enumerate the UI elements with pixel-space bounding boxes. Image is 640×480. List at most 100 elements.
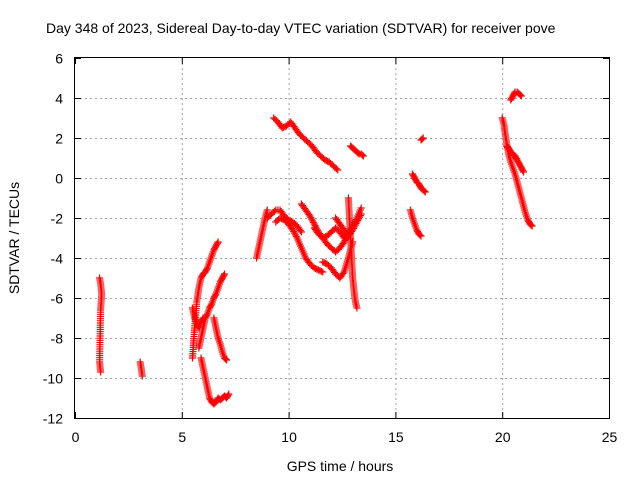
data-track	[272, 214, 327, 276]
data-track	[197, 354, 233, 408]
data-point	[353, 304, 361, 312]
data-point	[520, 168, 528, 176]
data-point	[270, 207, 278, 215]
data-point	[220, 271, 228, 279]
data-point	[357, 210, 365, 218]
data-track	[210, 314, 231, 364]
data-point	[289, 226, 297, 234]
data-point	[203, 265, 211, 273]
y-tick-label: -6	[51, 291, 64, 307]
data-point	[420, 187, 428, 195]
data-point	[221, 270, 229, 278]
y-tick-label: -10	[43, 371, 63, 387]
data-point	[352, 220, 360, 228]
data-point	[97, 368, 105, 376]
data-point	[350, 223, 358, 231]
data-point	[290, 228, 298, 236]
data-point	[332, 165, 340, 173]
y-axis-ticks: -12 -10 -8 -6 -4 -2 0 2 4 6	[43, 51, 609, 427]
data-track	[406, 206, 425, 240]
data-track	[408, 170, 429, 196]
y-tick-label: -2	[51, 211, 64, 227]
data-point	[222, 355, 230, 363]
data-point	[354, 216, 362, 224]
data-track	[96, 274, 106, 376]
x-tick-label: 10	[281, 429, 297, 445]
data-point	[306, 212, 314, 220]
data-point	[353, 218, 361, 226]
y-tick-label: 0	[55, 171, 63, 187]
data-track	[500, 124, 536, 230]
grid	[75, 58, 609, 418]
x-tick-label: 20	[495, 429, 511, 445]
data-point	[356, 212, 364, 220]
data-point	[263, 206, 271, 214]
data-point	[517, 92, 525, 100]
data-point	[421, 188, 429, 196]
y-tick-label: 6	[55, 51, 63, 67]
x-tick-label: 15	[388, 429, 404, 445]
x-tick-label: 25	[602, 429, 618, 445]
data-point	[296, 227, 304, 234]
data-point	[319, 268, 327, 276]
y-tick-label: -4	[51, 251, 64, 267]
x-tick-label: 5	[178, 429, 186, 445]
data-point	[214, 238, 222, 246]
y-axis-label: SDTVAR / TECUs	[6, 182, 22, 294]
data-points	[96, 88, 536, 408]
data-point	[351, 221, 359, 229]
data-point	[292, 232, 300, 240]
data-point	[203, 311, 211, 319]
data-track	[344, 194, 361, 312]
data-point	[317, 267, 325, 275]
data-track	[270, 114, 342, 174]
data-point	[334, 166, 342, 174]
data-point	[528, 222, 536, 230]
data-point	[358, 151, 366, 159]
data-point	[416, 231, 424, 239]
plot-frame	[74, 57, 610, 419]
data-point	[291, 229, 299, 237]
data-point	[418, 135, 426, 143]
data-point	[309, 218, 317, 226]
chart-title: Day 348 of 2023, Sidereal Day-to-day VTE…	[46, 20, 556, 36]
data-point	[357, 204, 365, 212]
data-track	[347, 142, 367, 160]
data-point	[223, 356, 231, 364]
y-tick-label: -12	[43, 411, 63, 427]
data-point	[207, 301, 215, 309]
data-point	[211, 291, 219, 299]
data-point	[297, 228, 305, 236]
data-track	[417, 134, 427, 144]
data-point	[308, 215, 316, 223]
data-point	[519, 167, 527, 175]
data-point	[417, 232, 425, 240]
data-point	[224, 391, 232, 399]
data-point	[309, 217, 317, 225]
data-point	[138, 372, 146, 380]
x-axis-label: GPS time / hours	[287, 458, 394, 474]
data-track	[498, 114, 508, 130]
data-track	[332, 210, 365, 240]
data-point	[213, 239, 221, 247]
data-point	[307, 214, 315, 222]
data-point	[516, 91, 524, 99]
data-point	[527, 221, 535, 229]
x-axis-ticks: 0 5 10 15 20 25	[72, 58, 618, 445]
data-point	[355, 215, 363, 223]
data-track	[310, 224, 348, 242]
data-point	[354, 149, 362, 157]
data-track	[502, 142, 528, 176]
data-point	[356, 213, 364, 221]
y-tick-label: 4	[55, 91, 63, 107]
data-point	[291, 231, 299, 239]
data-track	[195, 270, 229, 352]
data-point	[359, 152, 367, 160]
data-point	[225, 390, 233, 398]
data-point	[339, 270, 347, 277]
data-point	[500, 122, 508, 130]
y-tick-label: 2	[55, 131, 63, 147]
data-point	[340, 234, 348, 242]
data-point	[419, 134, 427, 142]
